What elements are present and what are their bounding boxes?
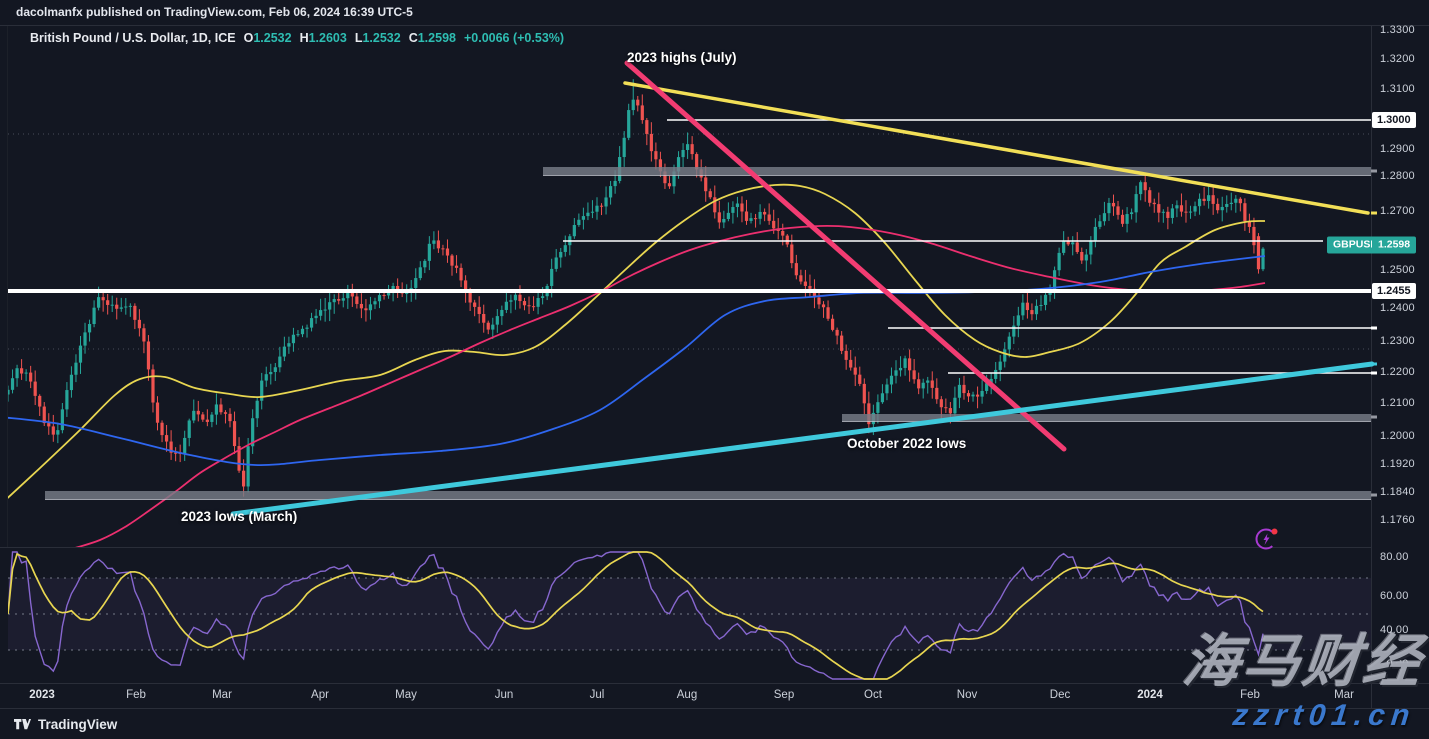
price-tick: 1.2800 (1380, 170, 1415, 182)
tradingview-logo-icon[interactable] (14, 717, 31, 732)
symbol-legend[interactable]: British Pound / U.S. Dollar, 1D, ICE O1.2… (30, 31, 564, 45)
time-tick: 2024 (1137, 689, 1163, 701)
price-tick: 1.3300 (1380, 24, 1415, 36)
time-tick: May (395, 689, 417, 701)
time-tick: Sep (773, 689, 795, 701)
price-tick: 1.3100 (1380, 83, 1415, 95)
last-price-label: 1.2598 (1372, 236, 1417, 254)
footer-bar: TradingView (0, 709, 1429, 739)
price-tick: 1.2500 (1380, 264, 1415, 276)
price-tick: 20.00 (1380, 658, 1409, 670)
time-tick: Jun (494, 689, 514, 701)
price-tick: 1.2900 (1380, 143, 1415, 155)
flash-ideas-icon[interactable] (1253, 524, 1281, 552)
time-tick: Feb (1240, 689, 1260, 701)
watermark-url: zzrt01.cn (1230, 699, 1417, 732)
ohlc-value: 1.2532 (253, 31, 292, 45)
change-value: +0.0066 (+0.53%) (463, 31, 565, 45)
price-level-label: 1.2455 (1372, 283, 1416, 299)
axis-mark (1371, 326, 1377, 330)
time-tick: Oct (864, 689, 882, 701)
axis-mark (1371, 415, 1377, 419)
axis-mark (1371, 371, 1377, 375)
candles-group (8, 79, 1265, 497)
publish-info-text: dacolmanfx published on TradingView.com,… (16, 5, 413, 19)
ohlc-key: L (354, 31, 363, 45)
trendline-ascending-support-cyan[interactable] (230, 361, 1375, 517)
ohlc-value: 1.2532 (362, 31, 401, 45)
publish-header: dacolmanfx published on TradingView.com,… (16, 5, 413, 19)
price-tick: 1.2000 (1380, 430, 1415, 442)
annotation-2023-lows: 2023 lows (March) (181, 509, 298, 524)
ohlc-value: 1.2598 (417, 31, 456, 45)
time-tick: 2023 (29, 689, 55, 701)
axis-mark (1371, 362, 1377, 366)
time-tick: Nov (956, 689, 978, 701)
annotation-2023-highs: 2023 highs (July) (627, 50, 737, 65)
ma-slow-blue[interactable] (0, 255, 1266, 467)
price-tick: 1.1840 (1380, 486, 1415, 498)
tradingview-brand-text[interactable]: TradingView (38, 716, 118, 732)
zone-1.1840[interactable] (45, 491, 1371, 499)
ohlc-value: 1.2603 (308, 31, 347, 45)
price-tick: 1.3200 (1380, 53, 1415, 65)
price-tick: 1.2300 (1380, 335, 1415, 347)
ohlc-key: H (299, 31, 309, 45)
ohlc-key: O (243, 31, 254, 45)
symbol-ticker-label: GBPUSD (1327, 236, 1384, 254)
axis-mark (1371, 211, 1377, 215)
ohlc-values: O1.2532 H1.2603 L1.2532 C1.2598 +0.0066 (+0.… (236, 31, 564, 45)
price-level-label: 1.3000 (1372, 112, 1416, 128)
trendline-steep-downtrend-pink[interactable] (624, 60, 1067, 452)
price-tick: 1.2700 (1380, 205, 1415, 217)
price-tick: 1.2200 (1380, 366, 1415, 378)
zone-1.2050[interactable] (842, 414, 1371, 421)
trendline-descending-resistance-yellow[interactable] (623, 81, 1370, 215)
annotation-october-2022-lows: October 2022 lows (847, 436, 967, 451)
time-tick: Apr (311, 689, 329, 701)
rsi-ma-line[interactable] (8, 551, 1264, 680)
time-tick: Mar (212, 689, 232, 701)
axis-mark (1371, 493, 1377, 497)
time-tick: Mar (1334, 689, 1354, 701)
price-tick: 1.1920 (1380, 458, 1415, 470)
time-tick: Dec (1049, 689, 1071, 701)
watermark-cn: 海马财经 (1179, 630, 1427, 694)
time-tick: Jul (589, 689, 605, 701)
time-tick: Aug (676, 689, 698, 701)
ohlc-key: C (408, 31, 418, 45)
symbol-title: British Pound / U.S. Dollar, 1D, ICE (30, 31, 236, 45)
price-tick: 1.2400 (1380, 302, 1415, 314)
ma-fast-yellow[interactable] (0, 183, 1266, 505)
price-tick: 60.00 (1380, 590, 1409, 602)
price-tick: 1.1760 (1380, 514, 1415, 526)
price-tick: 80.00 (1380, 551, 1409, 563)
axis-mark (1371, 169, 1377, 173)
zone-1.2800[interactable] (543, 167, 1371, 175)
price-tick: 1.2100 (1380, 397, 1415, 409)
time-tick: Feb (126, 689, 146, 701)
price-tick: 40.00 (1380, 624, 1409, 636)
